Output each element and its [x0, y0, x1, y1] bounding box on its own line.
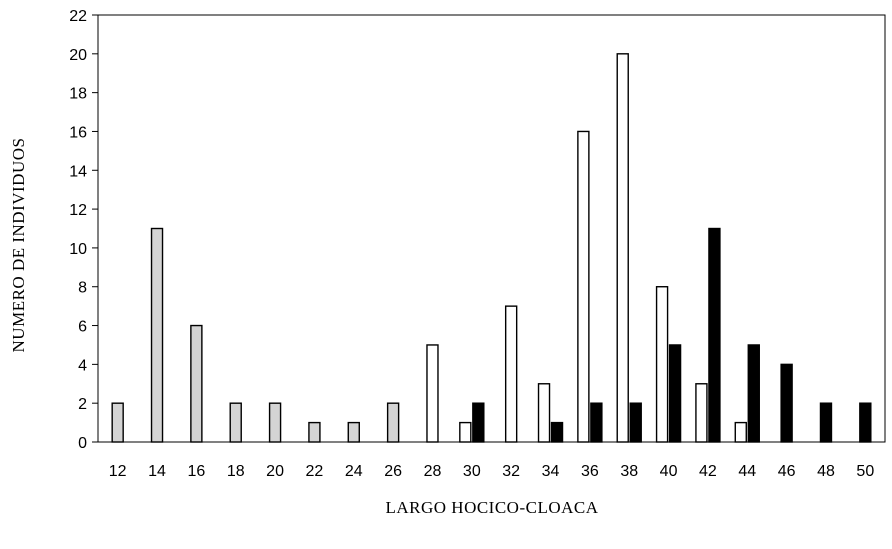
bar-series-3	[590, 402, 603, 443]
bar-series-2	[616, 53, 629, 443]
bar-series-2	[426, 344, 439, 443]
bar-series-2	[459, 421, 472, 443]
bar-series-2	[655, 286, 669, 443]
bar-series-2	[695, 383, 708, 443]
y-tick-label: 6	[78, 319, 87, 336]
bar-series-1	[111, 402, 124, 443]
x-tick-label: 40	[660, 463, 678, 480]
y-axis-title: NUMERO DE INDIVIDUOS	[9, 138, 28, 353]
x-tick-label: 42	[699, 463, 717, 480]
y-tick-label: 12	[69, 202, 87, 219]
y-tick-label: 10	[69, 241, 87, 258]
bar-series-2	[504, 305, 518, 443]
y-tick-label: 4	[78, 357, 87, 374]
bar-series-3	[550, 421, 564, 443]
x-axis-title: LARGO HOCICO-CLOACA	[385, 498, 598, 517]
bar-series-2	[577, 130, 590, 443]
bar-series-3	[859, 402, 872, 443]
x-tick-label: 26	[384, 463, 402, 480]
x-tick-label: 48	[817, 463, 835, 480]
x-axis: 12 14 16 18 20 22 24 26 28 30 32 34 36 38 40 42 44 46 48 50	[109, 463, 875, 480]
x-tick-label: 20	[266, 463, 284, 480]
y-tick-label: 18	[69, 86, 87, 103]
x-tick-label: 36	[581, 463, 599, 480]
x-tick-label: 50	[856, 463, 874, 480]
y-axis: 0 2 4 6 8 10 12 14 16 18 20 22	[69, 8, 98, 452]
x-tick-label: 12	[109, 463, 127, 480]
bars	[111, 53, 872, 443]
bar-series-1	[308, 421, 321, 443]
bar-series-3	[472, 402, 485, 443]
x-tick-label: 14	[148, 463, 166, 480]
x-tick-label: 34	[542, 463, 560, 480]
bar-series-3	[629, 402, 642, 443]
bar-series-1	[386, 402, 400, 443]
x-tick-label: 16	[187, 463, 205, 480]
bar-series-3	[747, 344, 760, 443]
y-tick-label: 8	[78, 280, 87, 297]
x-tick-label: 18	[227, 463, 245, 480]
bar-series-1	[347, 421, 360, 443]
x-tick-label: 38	[620, 463, 638, 480]
bar-series-1	[268, 402, 282, 443]
bar-series-1	[150, 227, 164, 443]
bar-series-3	[708, 227, 721, 443]
x-tick-label: 28	[424, 463, 442, 480]
y-tick-label: 14	[69, 163, 87, 180]
x-tick-label: 44	[738, 463, 756, 480]
x-tick-label: 30	[463, 463, 481, 480]
y-tick-label: 22	[69, 8, 87, 25]
bar-series-2	[537, 383, 551, 443]
bar-series-3	[780, 363, 793, 443]
plot-frame	[97, 14, 886, 443]
bar-series-2	[734, 421, 747, 443]
bar-series-1	[229, 402, 242, 443]
y-tick-label: 16	[69, 124, 87, 141]
y-tick-label: 0	[78, 435, 87, 452]
x-tick-label: 32	[502, 463, 520, 480]
x-tick-label: 46	[778, 463, 796, 480]
x-tick-label: 24	[345, 463, 363, 480]
bar-series-3	[668, 344, 682, 443]
y-tick-label: 20	[69, 47, 87, 64]
y-tick-label: 2	[78, 396, 87, 413]
bar-series-1	[190, 324, 203, 443]
bar-series-3	[819, 402, 833, 443]
x-tick-label: 22	[306, 463, 324, 480]
